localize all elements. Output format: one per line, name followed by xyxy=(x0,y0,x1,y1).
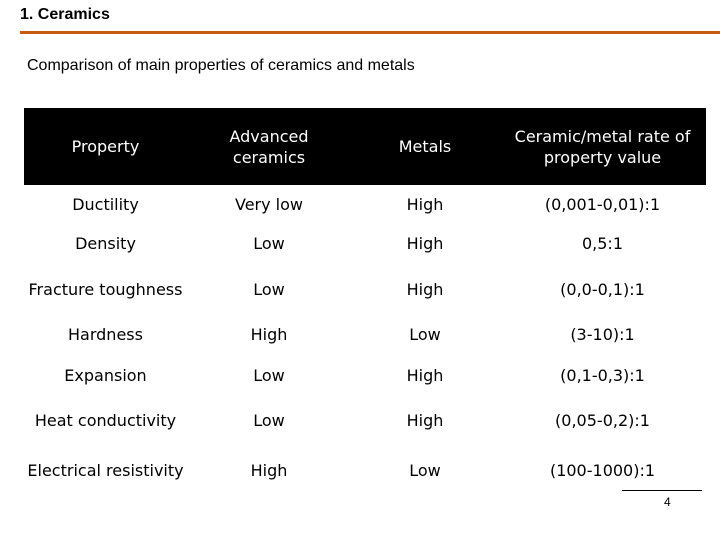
cell-ceramics: Low xyxy=(253,410,285,430)
properties-table: Property Advanced ceramics Metals Cerami… xyxy=(24,108,706,498)
table-row: Fracture toughness Low High (0,0-0,1):1 xyxy=(24,263,706,317)
header-ratio: Ceramic/metal rate of property value xyxy=(499,108,706,185)
table-header-row: Property Advanced ceramics Metals Cerami… xyxy=(24,108,706,185)
cell-property: Hardness xyxy=(68,325,143,344)
table-row: Density Low High 0,5:1 xyxy=(24,225,706,263)
cell-ceramics: High xyxy=(250,460,288,480)
cell-ceramics: Low xyxy=(253,365,285,385)
cell-metals: High xyxy=(406,410,444,430)
cell-ratio: (0,1-0,3):1 xyxy=(560,365,645,385)
cell-ratio: 0,5:1 xyxy=(581,234,623,253)
page-number-rule xyxy=(622,490,702,491)
table-row: Expansion Low High (0,1-0,3):1 xyxy=(24,353,706,398)
cell-metals: High xyxy=(406,280,444,299)
slide-title: 1. Ceramics xyxy=(20,6,110,23)
table-row: Electrical resistivity High Low (100-100… xyxy=(24,443,706,498)
cell-ceramics: Low xyxy=(253,234,285,253)
table-row: Ductility Very low High (0,001-0,01):1 xyxy=(24,185,706,225)
cell-property: Expansion xyxy=(64,365,147,385)
cell-ratio: (0,0-0,1):1 xyxy=(560,280,645,299)
cell-metals: High xyxy=(406,365,444,385)
cell-ratio: (3-10):1 xyxy=(570,325,635,344)
cell-ceramics: Very low xyxy=(235,195,303,214)
page-number: 4 xyxy=(664,495,671,509)
slide-subtitle: Comparison of main properties of ceramic… xyxy=(27,57,415,74)
header-metals: Metals xyxy=(351,108,499,185)
cell-ratio: (100-1000):1 xyxy=(549,460,656,480)
cell-ratio: (0,05-0,2):1 xyxy=(555,410,650,430)
cell-metals: High xyxy=(406,195,444,214)
cell-property: Ductility xyxy=(72,195,139,214)
cell-ceramics: High xyxy=(250,325,288,344)
title-underline xyxy=(20,31,720,34)
cell-property: Heat conductivity xyxy=(34,410,177,430)
cell-ratio: (0,001-0,01):1 xyxy=(544,195,661,214)
header-advanced-ceramics: Advanced ceramics xyxy=(187,108,351,185)
cell-ceramics: Low xyxy=(253,280,285,299)
cell-metals: Low xyxy=(409,460,441,480)
cell-property: Fracture toughness xyxy=(28,280,183,299)
header-property: Property xyxy=(24,108,187,185)
table-row: Heat conductivity Low High (0,05-0,2):1 xyxy=(24,398,706,443)
cell-metals: Low xyxy=(409,325,441,344)
table-row: Hardness High Low (3-10):1 xyxy=(24,317,706,353)
cell-metals: High xyxy=(406,234,444,253)
cell-property: Electrical resistivity xyxy=(27,460,184,480)
cell-property: Density xyxy=(75,234,136,253)
